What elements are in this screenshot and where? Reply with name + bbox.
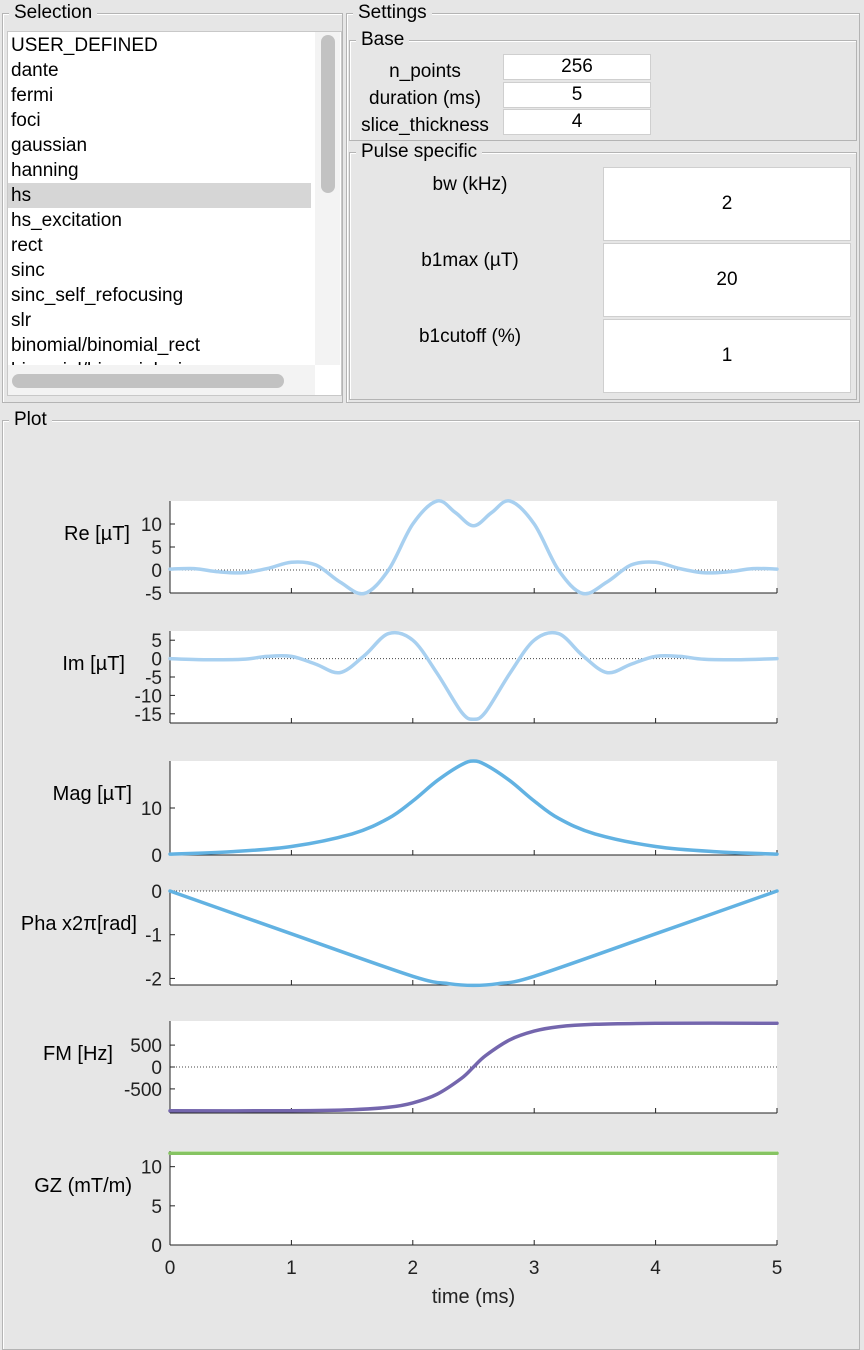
y-tick-label: -1 [145, 926, 162, 947]
y-tick-label: 0 [151, 650, 162, 671]
list-item[interactable]: hs_excitation [11, 210, 122, 231]
y-tick-label: -500 [124, 1080, 162, 1101]
list-item[interactable]: dante [11, 60, 59, 81]
plot-title: Plot [9, 410, 52, 430]
x-tick-label: 0 [165, 1258, 176, 1279]
y-tick-label: 500 [130, 1036, 162, 1057]
n-points-label: n_points [389, 61, 461, 82]
y-tick-label: 5 [151, 538, 162, 559]
y-tick-label: -15 [135, 705, 162, 726]
x-tick-label: 1 [286, 1258, 297, 1279]
selection-panel: Selection [2, 3, 343, 403]
y-axis-label: Pha x2π[rad] [20, 913, 137, 935]
x-axis-label: time (ms) [432, 1286, 515, 1308]
pulse-specific-title: Pulse specific [356, 142, 483, 162]
list-item[interactable]: hanning [11, 160, 79, 181]
slice-thickness-label: slice_thickness [361, 115, 489, 136]
list-item[interactable]: rect [11, 235, 43, 256]
b1max-field[interactable]: 20 [603, 243, 851, 317]
x-tick-label: 2 [408, 1258, 419, 1279]
vertical-scrollbar[interactable] [315, 32, 340, 365]
y-tick-label: 0 [151, 1058, 162, 1079]
x-tick-label: 3 [529, 1258, 540, 1279]
list-item[interactable]: foci [11, 110, 41, 131]
y-tick-label: -5 [145, 668, 162, 689]
series-line [168, 499, 779, 596]
plot-area [170, 501, 777, 593]
pulse-specific-group: Pulse specific [349, 142, 857, 400]
duration-field[interactable]: 5 [503, 82, 651, 108]
list-item[interactable]: sinc_self_refocusing [11, 285, 184, 306]
series-line [168, 889, 779, 988]
y-tick-label: 10 [141, 799, 162, 820]
list-item[interactable]: fermi [11, 85, 54, 106]
n-points-field[interactable]: 256 [503, 54, 651, 80]
series-line [168, 759, 779, 856]
y-tick-label: 10 [141, 1158, 162, 1179]
selection-title: Selection [9, 3, 98, 23]
bw-field[interactable]: 2 [603, 167, 851, 241]
y-axis-label: Re [µT] [64, 523, 130, 545]
y-tick-label: -10 [135, 686, 162, 707]
y-axis-label: GZ (mT/m) [34, 1175, 132, 1197]
b1max-label: b1max (µT) [421, 250, 519, 271]
b1cutoff-field[interactable]: 1 [603, 319, 851, 393]
x-tick-label: 5 [772, 1258, 783, 1279]
x-tick-label: 4 [650, 1258, 661, 1279]
settings-title: Settings [353, 3, 432, 23]
y-axis-label: FM [Hz] [43, 1043, 113, 1065]
series-line [168, 630, 779, 722]
duration-label: duration (ms) [369, 88, 481, 109]
y-tick-label: -2 [145, 969, 162, 990]
list-item[interactable]: gaussian [11, 135, 88, 156]
y-tick-label: 5 [151, 1197, 162, 1218]
plot-area [170, 891, 777, 985]
plot-area [170, 761, 777, 855]
b1cutoff-label: b1cutoff (%) [418, 326, 522, 347]
list-item[interactable]: sinc [11, 260, 45, 281]
base-group: Base [349, 30, 857, 141]
y-tick-label: 10 [141, 515, 162, 536]
slice-thickness-field[interactable]: 4 [503, 109, 651, 135]
vertical-scroll-thumb[interactable] [321, 35, 335, 193]
plot-area [170, 1151, 777, 1245]
series-line [168, 1021, 779, 1113]
horizontal-scrollbar[interactable] [8, 365, 315, 395]
y-tick-label: 0 [151, 882, 162, 903]
y-tick-label: -5 [145, 584, 162, 605]
list-item[interactable]: binomial/binomial_rect [11, 335, 201, 356]
y-tick-label: 0 [151, 561, 162, 582]
settings-panel: Settings [346, 3, 860, 403]
base-title: Base [356, 30, 410, 50]
y-axis-label: Mag [µT] [52, 783, 132, 805]
horizontal-scroll-thumb[interactable] [12, 374, 284, 388]
list-item[interactable]: USER_DEFINED [11, 35, 158, 56]
y-tick-label: 0 [151, 1236, 162, 1257]
y-tick-label: 5 [151, 631, 162, 652]
plot-area [170, 631, 777, 723]
scroll-corner [315, 365, 340, 395]
y-tick-label: 0 [151, 846, 162, 867]
bw-label: bw (kHz) [432, 174, 508, 195]
list-item[interactable]: hs [8, 183, 311, 208]
list-item[interactable]: slr [11, 310, 32, 331]
y-axis-label: Im [µT] [62, 653, 125, 675]
